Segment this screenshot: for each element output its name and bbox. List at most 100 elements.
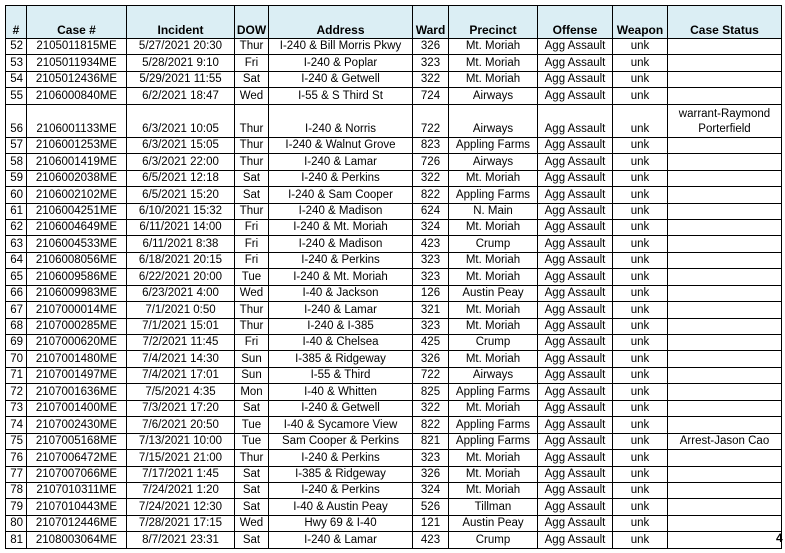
cell-row-number: 60	[5, 186, 27, 204]
cell-row-number: 56	[5, 103, 27, 138]
cell-row-number: 59	[5, 169, 27, 188]
cell-row-number: 68	[5, 317, 27, 336]
cell-offense: Agg Assault	[537, 481, 613, 500]
table-row: 52 2105011815ME 5/27/2021 20:30 Thur I-240 &…	[5, 37, 782, 56]
cell-address: I-240 & Lamar	[268, 301, 413, 319]
cell-address: I-55 & S Third St	[268, 87, 413, 105]
cell-offense: Agg Assault	[537, 432, 613, 451]
cell-case-number: 2106008056ME	[26, 251, 127, 270]
header-incident-datetime: Incident	[126, 5, 235, 39]
cell-weapon: unk	[612, 465, 668, 483]
cell-row-number: 70	[5, 350, 27, 368]
cell-row-number: 78	[5, 481, 27, 500]
cell-day-of-week: Sun	[234, 366, 269, 385]
cell-incident-datetime: 7/17/2021 1:45	[126, 465, 235, 483]
cell-case-number: 2105011934ME	[26, 54, 127, 72]
cell-address: I-240 & Poplar	[268, 54, 413, 72]
cell-offense: Agg Assault	[537, 416, 613, 434]
cell-address: I-240 & Perkins	[268, 481, 413, 500]
cell-incident-datetime: 6/3/2021 22:00	[126, 153, 235, 171]
cell-address: I-55 & Third	[268, 366, 413, 385]
cell-row-number: 55	[5, 87, 27, 105]
next-column-edge	[781, 5, 785, 548]
cell-ward: 722	[412, 103, 449, 138]
cell-row-number: 76	[5, 449, 27, 467]
cell-weapon: unk	[612, 202, 668, 220]
cell-day-of-week: Fri	[234, 235, 269, 253]
cell-address: I-240 & Bill Morris Pkwy	[268, 37, 413, 56]
cell-precinct: N. Main	[448, 202, 538, 220]
cell-offense: Agg Assault	[537, 301, 613, 319]
cell-day-of-week: Sun	[234, 350, 269, 368]
cell-case-status	[667, 383, 782, 401]
cell-day-of-week: Sat	[234, 169, 269, 188]
cell-ward: 326	[412, 350, 449, 368]
cell-row-number: 53	[5, 54, 27, 72]
table-row: 59 2106002038ME 6/5/2021 12:18 Sat I-240 & P…	[5, 169, 782, 188]
cell-case-number: 2106009983ME	[26, 284, 127, 303]
cell-precinct: Crump	[448, 235, 538, 253]
cell-precinct: Mt. Moriah	[448, 465, 538, 483]
cell-precinct: Mt. Moriah	[448, 70, 538, 89]
cell-weapon: unk	[612, 284, 668, 303]
cell-case-status	[667, 416, 782, 434]
cell-row-number: 52	[5, 37, 27, 56]
cell-ward: 821	[412, 432, 449, 451]
cell-offense: Agg Assault	[537, 136, 613, 155]
table-row: 60 2106002102ME 6/5/2021 15:20 Sat I-240 & S…	[5, 186, 782, 204]
cell-offense: Agg Assault	[537, 186, 613, 204]
cell-weapon: unk	[612, 317, 668, 336]
header-ward: Ward	[412, 5, 449, 39]
cell-address: I-240 & Lamar	[268, 153, 413, 171]
cell-row-number: 67	[5, 301, 27, 319]
cell-case-status	[667, 481, 782, 500]
cell-address: I-40 & Sycamore View	[268, 416, 413, 434]
cell-case-status	[667, 251, 782, 270]
cell-incident-datetime: 6/2/2021 18:47	[126, 87, 235, 105]
cell-ward: 126	[412, 284, 449, 303]
cell-address: I-240 & Perkins	[268, 251, 413, 270]
cell-precinct: Airways	[448, 103, 538, 138]
cell-ward: 822	[412, 416, 449, 434]
cell-offense: Agg Assault	[537, 350, 613, 368]
table-row: 63 2106004533ME 6/11/2021 8:38 Fri I-240 & M…	[5, 235, 782, 253]
cell-weapon: unk	[612, 54, 668, 72]
cell-day-of-week: Fri	[234, 333, 269, 352]
cell-incident-datetime: 5/27/2021 20:30	[126, 37, 235, 56]
cell-case-number: 2107012446ME	[26, 514, 127, 533]
cell-case-status: warrant-Raymond Porterfield	[667, 103, 782, 138]
cell-weapon: unk	[612, 301, 668, 319]
cell-incident-datetime: 7/13/2021 10:00	[126, 432, 235, 451]
cell-case-number: 2107010443ME	[26, 498, 127, 516]
cell-incident-datetime: 7/3/2021 17:20	[126, 399, 235, 418]
cell-case-number: 2107000014ME	[26, 301, 127, 319]
cell-case-number: 2106001253ME	[26, 136, 127, 155]
cell-precinct: Crump	[448, 531, 538, 549]
cell-row-number: 57	[5, 136, 27, 155]
cell-case-status	[667, 268, 782, 286]
cell-offense: Agg Assault	[537, 70, 613, 89]
cell-offense: Agg Assault	[537, 169, 613, 188]
cell-day-of-week: Tue	[234, 432, 269, 451]
table-row: 71 2107001497ME 7/4/2021 17:01 Sun I-55 & Th…	[5, 366, 782, 385]
cell-day-of-week: Wed	[234, 514, 269, 533]
cell-address: I-240 & Getwell	[268, 70, 413, 89]
cell-precinct: Mt. Moriah	[448, 37, 538, 56]
cell-offense: Agg Assault	[537, 383, 613, 401]
cell-case-status	[667, 350, 782, 368]
cell-ward: 324	[412, 218, 449, 237]
table-row: 66 2106009983ME 6/23/2021 4:00 Wed I-40 & Ja…	[5, 284, 782, 303]
cell-day-of-week: Mon	[234, 383, 269, 401]
cell-incident-datetime: 7/2/2021 11:45	[126, 333, 235, 352]
cell-incident-datetime: 8/7/2021 23:31	[126, 531, 235, 549]
cell-ward: 121	[412, 514, 449, 533]
table-row: 76 2107006472ME 7/15/2021 21:00 Thur I-240 &…	[5, 449, 782, 467]
cell-ward: 322	[412, 70, 449, 89]
cell-case-number: 2106009586ME	[26, 268, 127, 286]
table-row: 58 2106001419ME 6/3/2021 22:00 Thur I-240 & …	[5, 153, 782, 171]
cell-case-status	[667, 531, 782, 549]
cell-offense: Agg Assault	[537, 333, 613, 352]
cell-case-status: Arrest-Jason Cao	[667, 432, 782, 451]
cell-ward: 323	[412, 317, 449, 336]
cell-offense: Agg Assault	[537, 54, 613, 72]
